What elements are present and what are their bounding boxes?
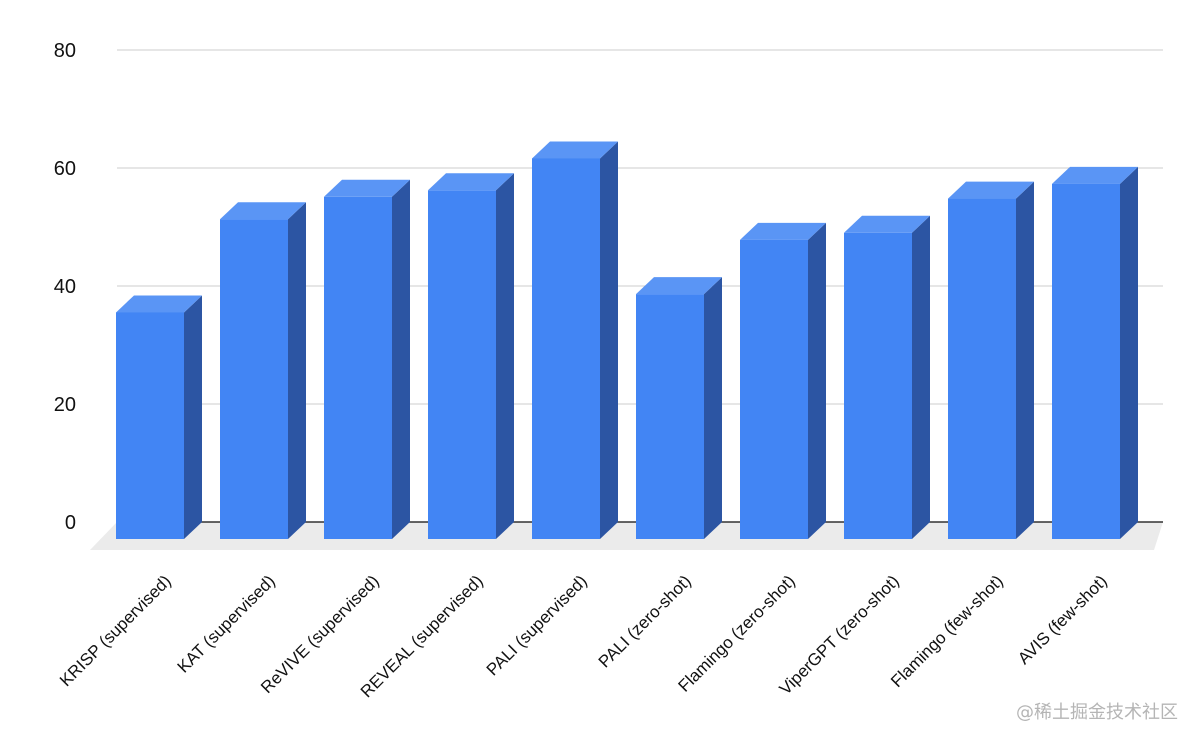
x-axis-labels: KRISP (supervised)KAT (supervised)ReVIVE… xyxy=(56,571,1111,701)
bar xyxy=(1052,166,1138,539)
bar-top xyxy=(428,173,514,191)
bar-side xyxy=(392,179,410,540)
x-tick-label: KAT (supervised) xyxy=(174,571,279,676)
y-tick-label: 80 xyxy=(54,40,76,62)
bar-side xyxy=(288,202,306,539)
bar-top xyxy=(1052,166,1138,184)
bar xyxy=(740,222,826,539)
bar-front xyxy=(324,196,392,540)
bar-front xyxy=(428,190,496,539)
bar-top xyxy=(220,202,306,220)
bar-top xyxy=(324,179,410,197)
bar-front xyxy=(844,232,912,540)
y-axis-ticks: 0 20 40 60 80 xyxy=(54,40,76,534)
bar-front xyxy=(116,312,184,539)
bar xyxy=(428,173,514,539)
y-tick-label: 40 xyxy=(54,276,76,298)
bar xyxy=(636,277,722,539)
x-tick-label: Flamingo (zero-shot) xyxy=(674,571,798,695)
x-tick-label: Flamingo (few-shot) xyxy=(887,571,1007,691)
bar-front xyxy=(1052,183,1120,539)
bar xyxy=(324,179,410,540)
bar-front xyxy=(532,158,600,539)
bar-side xyxy=(600,141,618,539)
y-tick-label: 0 xyxy=(65,512,76,534)
bar xyxy=(844,215,930,540)
bar-side xyxy=(1016,181,1034,539)
x-tick-label: ReVIVE (supervised) xyxy=(257,571,383,697)
bar-side xyxy=(1120,166,1138,539)
bar-front xyxy=(740,239,808,539)
bar-top xyxy=(740,222,826,240)
bar xyxy=(532,141,618,539)
watermark: @稀土掘金技术社区 xyxy=(1016,702,1178,723)
bar-side xyxy=(808,222,826,539)
y-tick-label: 20 xyxy=(54,394,76,416)
bar-side xyxy=(704,277,722,539)
bar-side xyxy=(912,215,930,540)
bar-side xyxy=(496,173,514,539)
bar-top xyxy=(116,295,202,313)
bar-front xyxy=(948,198,1016,539)
y-tick-label: 60 xyxy=(54,158,76,180)
x-tick-label: AVIS (few-shot) xyxy=(1014,571,1111,668)
bar xyxy=(948,181,1034,539)
x-tick-label: ViperGPT (zero-shot) xyxy=(776,571,903,698)
bar xyxy=(220,202,306,539)
bar xyxy=(116,295,202,539)
bar-side xyxy=(184,295,202,539)
x-tick-label: PALI (supervised) xyxy=(483,571,591,679)
x-tick-label: KRISP (supervised) xyxy=(56,571,175,690)
bar-front xyxy=(636,294,704,539)
bar-top xyxy=(532,141,618,159)
x-tick-label: PALI (zero-shot) xyxy=(595,571,695,671)
bar-front xyxy=(220,219,288,539)
bar-top xyxy=(844,215,930,233)
bar-top xyxy=(948,181,1034,199)
bars xyxy=(116,141,1138,540)
bar-top xyxy=(636,277,722,295)
